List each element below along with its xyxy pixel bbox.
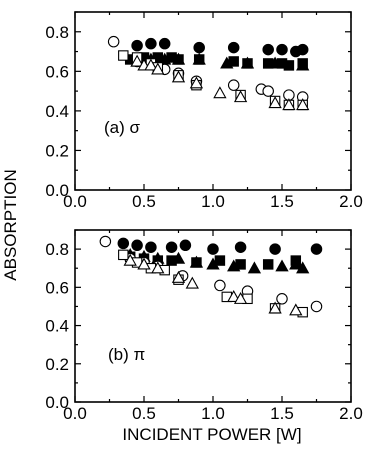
data-point-filled-circle — [262, 43, 274, 56]
data-point-filled-triangle — [171, 251, 186, 264]
data-point-filled-circle — [131, 239, 143, 252]
data-point-open-circle — [99, 235, 112, 248]
data-point-open-square — [118, 50, 129, 61]
data-point-filled-triangle — [240, 56, 255, 69]
data-point-open-triangle — [171, 270, 186, 283]
y-tick-label: 0.4 — [45, 317, 69, 336]
y-tick-label: 0.0 — [45, 393, 69, 412]
data-point-open-triangle — [151, 261, 165, 274]
data-point-filled-triangle — [189, 255, 204, 268]
panel-a-sigma: 0.0 0.5 1.0 1.5 2.0 0.0 0.2 0.4 0.6 0.8 (a) σ — [45, 11, 363, 211]
data-point-open-circle — [107, 35, 120, 48]
y-tick-label: 0.6 — [45, 62, 69, 81]
panel-label: (a) σ — [104, 118, 141, 137]
data-point-open-triangle — [268, 96, 282, 109]
data-point-open-triangle — [213, 86, 227, 99]
x-axis-label: INCIDENT POWER [W] — [122, 425, 301, 444]
data-point-filled-triangle — [296, 261, 310, 274]
data-point-open-triangle — [282, 98, 296, 111]
x-tick-label: 0.5 — [132, 404, 156, 423]
data-point-open-triangle — [185, 276, 199, 289]
data-point-filled-triangle — [289, 257, 303, 270]
x-tick-label: 0.0 — [63, 404, 87, 423]
data-point-filled-circle — [117, 237, 130, 250]
data-point-filled-triangle — [275, 259, 289, 272]
data-point-filled-circle — [145, 241, 157, 253]
data-point-filled-triangle — [206, 257, 220, 270]
data-point-open-triangle — [130, 54, 144, 67]
data-point-open-triangle — [268, 301, 282, 314]
data-point-open-triangle — [144, 58, 158, 71]
data-point-filled-triangle — [171, 52, 186, 65]
x-tick-label: 1.5 — [270, 404, 294, 423]
data-point-open-triangle — [171, 70, 186, 83]
data-point-open-triangle — [123, 253, 137, 266]
data-point-filled-circle — [131, 39, 143, 52]
data-point-open-triangle — [227, 290, 241, 303]
data-point-open-triangle — [296, 98, 310, 111]
data-point-open-circle — [262, 85, 274, 97]
data-point-open-square — [118, 249, 129, 261]
data-point-filled-circle — [145, 37, 157, 50]
y-tick-label: 0.8 — [45, 240, 69, 259]
data-point-open-circle — [276, 293, 288, 305]
y-tick-label: 0.0 — [45, 181, 69, 200]
data-point-open-circle — [227, 79, 240, 91]
data-point-open-triangle — [233, 291, 248, 304]
data-point-open-triangle — [189, 76, 204, 89]
data-point-filled-circle — [207, 243, 219, 255]
x-tick-label: 0.5 — [132, 192, 156, 211]
x-tick-label: 1.0 — [201, 404, 225, 423]
data-point-filled-circle — [193, 41, 205, 54]
panel-label: (b) π — [108, 345, 145, 364]
x-tick-label: 1.5 — [270, 192, 294, 211]
data-point-filled-triangle — [247, 261, 262, 274]
panel-b-pi: 0.0 0.5 1.0 1.5 2.0 0.0 0.2 0.4 0.6 0.8 (b) π — [45, 229, 363, 423]
data-point-open-triangle — [151, 62, 165, 75]
data-point-filled-triangle — [268, 56, 282, 69]
x-tick-label: 2.0 — [339, 192, 363, 211]
data-point-open-triangle — [137, 257, 151, 270]
y-axis-label: ABSORPTION — [1, 169, 20, 280]
y-tick-label: 0.6 — [45, 278, 69, 297]
x-tick-label: 1.0 — [201, 192, 225, 211]
data-point-filled-triangle — [227, 259, 241, 272]
y-tick-label: 0.2 — [45, 355, 69, 374]
y-tick-label: 0.4 — [45, 102, 69, 121]
x-tick-label: 0.0 — [63, 192, 87, 211]
data-point-open-circle — [310, 300, 323, 313]
data-point-filled-circle — [276, 43, 288, 56]
data-point-filled-circle — [310, 243, 323, 255]
data-point-filled-circle — [234, 241, 247, 253]
data-point-filled-triangle — [296, 58, 310, 71]
data-point-open-triangle — [289, 303, 303, 316]
data-point-open-triangle — [233, 90, 248, 103]
data-point-filled-triangle — [192, 52, 206, 65]
data-point-open-circle — [214, 279, 226, 292]
data-point-filled-circle — [296, 43, 309, 56]
data-point-filled-circle — [269, 243, 281, 255]
data-point-filled-square — [283, 60, 295, 71]
data-point-filled-circle — [165, 241, 178, 253]
data-point-filled-circle — [227, 41, 240, 54]
data-point-filled-circle — [179, 239, 192, 252]
data-point-filled-square — [262, 259, 274, 270]
data-point-filled-circle — [158, 37, 171, 50]
y-tick-label: 0.2 — [45, 141, 69, 160]
data-point-filled-square — [214, 255, 226, 266]
y-tick-label: 0.8 — [45, 23, 69, 42]
plot-frame — [74, 229, 352, 403]
x-tick-label: 2.0 — [339, 404, 363, 423]
data-point-filled-triangle — [220, 56, 234, 69]
